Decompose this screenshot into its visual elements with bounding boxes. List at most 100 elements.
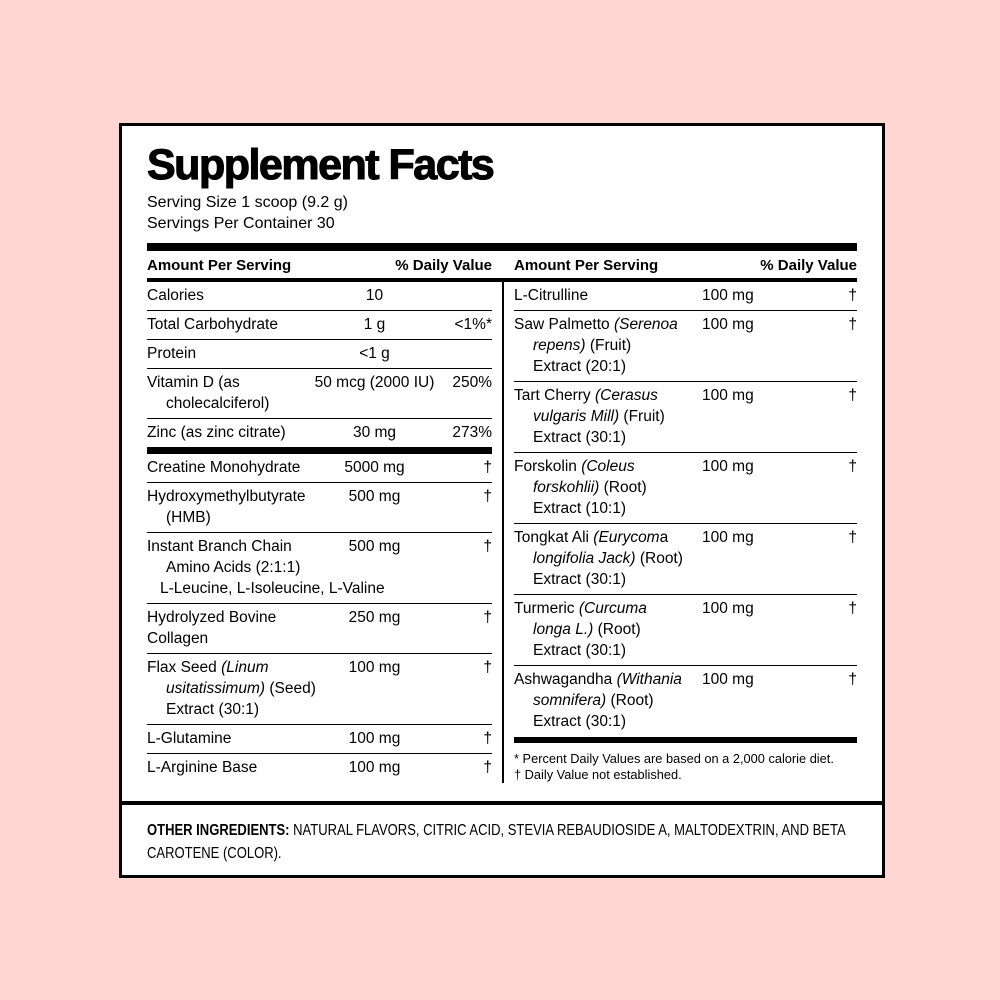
ingredient-row: Protein <1 g	[147, 339, 492, 368]
facts-body: Supplement Facts Serving Size 1 scoop (9…	[122, 141, 882, 783]
name-text: Turmeric	[514, 600, 579, 617]
supplement-facts-panel: Supplement Facts Serving Size 1 scoop (9…	[119, 123, 885, 878]
ingredient-name-line: Saw Palmetto (Serenoa	[514, 314, 857, 335]
ingredient-name-line: Extract (20:1)	[514, 356, 857, 377]
ingredient-name: L-Citrulline	[514, 285, 857, 306]
latin-name-italic: (Coleus	[581, 458, 635, 475]
ingredient-name-line: Zinc (as zinc citrate)	[147, 422, 492, 443]
ingredient-amount: 30 mg	[352, 424, 397, 441]
name-text: Instant Branch Chain	[147, 538, 292, 555]
daily-value: †	[483, 759, 492, 776]
section-separator-bar	[147, 447, 492, 454]
latin-name-italic: (Withania	[616, 671, 682, 688]
ingredient-name: Calories	[147, 285, 492, 306]
ingredient-name-line: Forskolin (Coleus	[514, 456, 857, 477]
ingredient-name-line: Instant Branch Chain	[147, 536, 492, 557]
ingredient-name-line: cholecalciferol)	[147, 393, 492, 414]
ingredient-amount: 100 mg	[702, 600, 754, 617]
ingredient-name-line: Collagen	[147, 628, 492, 649]
name-text: Tongkat Ali	[514, 529, 594, 546]
top-separator-bar	[147, 243, 857, 251]
ingredient-name-line: forskohlii) (Root)	[514, 477, 857, 498]
ingredient-row: Creatine Monohydrate 5000 mg †	[147, 454, 492, 482]
name-text: Vitamin D (as	[147, 374, 240, 391]
name-text: L-Glutamine	[147, 730, 232, 747]
latin-name-italic: vulgaris Mill)	[533, 408, 620, 425]
ingredient-name-line: Vitamin D (as	[147, 372, 492, 393]
ingredient-name-line: somnifera) (Root)	[514, 690, 857, 711]
name-text: Extract (30:1)	[533, 571, 627, 588]
ingredient-name: Total Carbohydrate	[147, 314, 492, 335]
name-text: Extract (30:1)	[533, 713, 627, 730]
footnote-separator-bar	[514, 737, 857, 743]
name-text: (Root)	[593, 621, 641, 638]
other-ingredients-text: OTHER INGREDIENTS: NATURAL FLAVORS, CITR…	[147, 819, 857, 865]
name-text: Saw Palmetto	[514, 316, 614, 333]
ingredient-amount: 100 mg	[702, 671, 754, 688]
daily-value: †	[483, 730, 492, 747]
name-text: (Fruit)	[585, 337, 632, 354]
ingredient-name: Vitamin D (as cholecalciferol)	[147, 372, 492, 414]
ingredient-name-line: Tart Cherry (Cerasus	[514, 385, 857, 406]
name-text: Ashwagandha	[514, 671, 617, 688]
ingredient-row: Hydrolyzed Bovine Collagen 250 mg †	[147, 603, 492, 653]
other-ingredients-list: NATURAL FLAVORS, CITRIC ACID, STEVIA REB…	[147, 822, 845, 862]
ingredient-name-line: Creatine Monohydrate	[147, 457, 492, 478]
ingredient-amount: 50 mcg (2000 IU)	[314, 374, 435, 391]
ingredient-name: Turmeric (Curcuma longa L.) (Root) Extract…	[514, 598, 857, 661]
name-text: (Fruit)	[619, 408, 665, 425]
ingredient-name-line: Extract (30:1)	[514, 711, 857, 732]
right-ingredient-column: L-Citrulline 100 mg † Saw Palmetto (Serenoa…	[502, 282, 857, 783]
daily-value: 250%	[452, 374, 492, 391]
right-column-header: Amount Per Serving % Daily Value	[514, 257, 857, 274]
name-text: Forskolin	[514, 458, 582, 475]
daily-value: †	[483, 488, 492, 505]
name-text: Total Carbohydrate	[147, 316, 278, 333]
name-text: Amino Acids (2:1:1)	[166, 559, 301, 576]
servings-per-container: Servings Per Container 30	[147, 215, 335, 232]
other-ingredients-label: OTHER INGREDIENTS:	[147, 822, 290, 839]
daily-value: †	[848, 458, 857, 475]
ingredient-name-line: L-Leucine, L-Isoleucine, L-Valine	[147, 578, 492, 599]
latin-name-italic: (Eurycom	[593, 529, 660, 546]
ingredient-name-line: L-Arginine Base	[147, 757, 492, 778]
ingredient-amount: 100 mg	[348, 759, 401, 776]
daily-value: †	[848, 529, 857, 546]
ingredient-row: Turmeric (Curcuma longa L.) (Root) Extract…	[514, 594, 857, 665]
left-column-header: Amount Per Serving % Daily Value	[147, 257, 492, 274]
ingredient-name: Ashwagandha (Withania somnifera) (Root) Ex…	[514, 669, 857, 732]
ingredient-name: L-Glutamine	[147, 728, 492, 749]
ingredient-amount: 1 g	[363, 316, 386, 333]
ingredient-name-line: L-Citrulline	[514, 285, 857, 306]
name-text: Flax Seed	[147, 659, 222, 676]
ingredient-name-line: Turmeric (Curcuma	[514, 598, 857, 619]
panel-title: Supplement Facts	[146, 141, 495, 189]
ingredient-name: Flax Seed (Linum usitatissimum) (Seed) Ext…	[147, 657, 492, 720]
name-text: Extract (20:1)	[533, 358, 627, 375]
name-text: cholecalciferol)	[166, 395, 270, 412]
ingredient-name-line: longifolia Jack) (Root)	[514, 548, 857, 569]
name-text: (HMB)	[166, 509, 211, 526]
ingredient-row: Total Carbohydrate 1 g <1%*	[147, 310, 492, 339]
ingredient-name: Creatine Monohydrate	[147, 457, 492, 478]
ingredient-name: Tongkat Ali (Eurycoma longifolia Jack) (R…	[514, 527, 857, 590]
left-ingredient-column: Calories 10 Total Carbohydrate 1 g <1%* Prote…	[147, 282, 492, 783]
latin-name-italic: longifolia Jack)	[533, 550, 636, 567]
ingredient-row: L-Arginine Base 100 mg †	[147, 753, 492, 782]
name-text: (Root)	[635, 550, 683, 567]
daily-value: †	[483, 538, 492, 555]
latin-name-italic: forskohlii)	[533, 479, 600, 496]
ingredient-name-line: Tongkat Ali (Eurycoma	[514, 527, 857, 548]
ingredient-name: L-Arginine Base	[147, 757, 492, 778]
ingredient-row: Calories 10	[147, 282, 492, 310]
ingredient-amount: 500 mg	[348, 488, 401, 505]
amount-per-serving-header: Amount Per Serving	[147, 257, 292, 274]
ingredient-name-line: longa L.) (Root)	[514, 619, 857, 640]
ingredient-row: Hydroxymethylbutyrate (HMB) 500 mg †	[147, 482, 492, 532]
latin-name-italic: longa L.)	[533, 621, 594, 638]
ingredient-name-line: Flax Seed (Linum	[147, 657, 492, 678]
daily-value-header: % Daily Value	[395, 257, 492, 274]
ingredient-amount: 10	[365, 287, 384, 304]
ingredient-name-line: Hydrolyzed Bovine	[147, 607, 492, 628]
name-text: (Root)	[606, 692, 654, 709]
